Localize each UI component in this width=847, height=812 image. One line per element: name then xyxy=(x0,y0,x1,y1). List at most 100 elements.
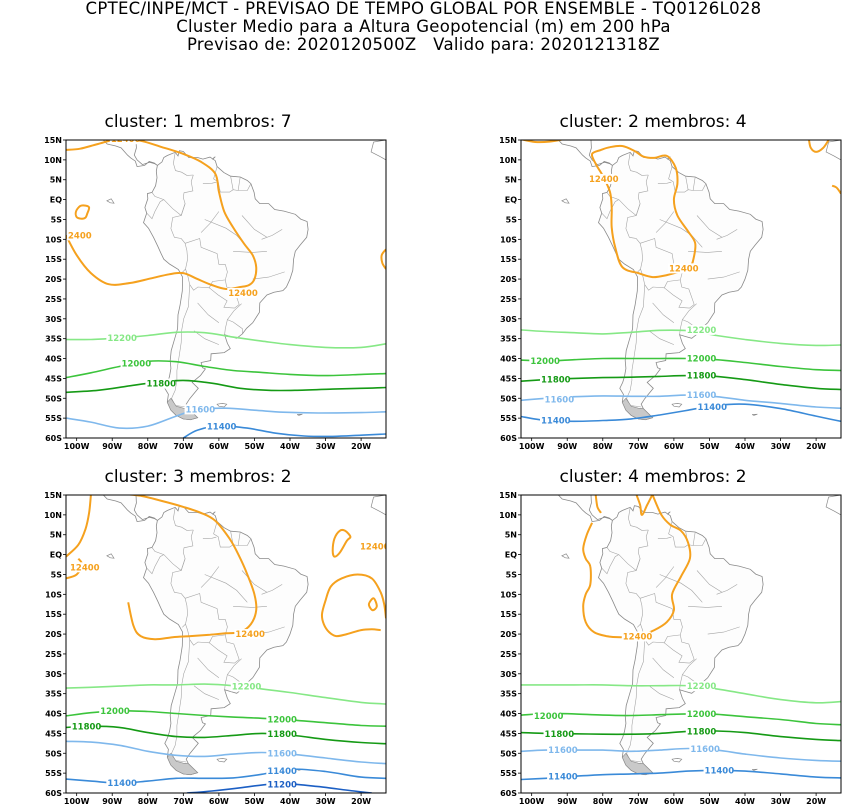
geopotential-map: 12400 12200 12000 12000 11800 11800 11600 11600… xyxy=(499,491,842,806)
contour-label-bg xyxy=(621,631,651,642)
contour-label: 11800 xyxy=(267,730,297,740)
latitude-tick-label: 35S xyxy=(500,335,517,344)
longitude-tick-label: 50W xyxy=(699,442,719,451)
contour-label-bg xyxy=(106,332,136,343)
country-border xyxy=(173,507,194,531)
longitude-tick-label: 50W xyxy=(244,442,264,451)
country-border xyxy=(601,199,619,220)
island-outline xyxy=(106,553,115,559)
country-border xyxy=(652,657,675,679)
longitude-tick-label: 80W xyxy=(593,442,613,451)
contour-label: 12200 xyxy=(687,326,717,336)
latitude-tick-label: 10S xyxy=(45,590,62,599)
longitude-tick-label: 80W xyxy=(593,797,613,806)
country-border xyxy=(200,566,220,588)
contour-label-bg xyxy=(532,710,562,721)
contour-label-bg xyxy=(205,421,235,432)
latitude-tick-label: 30S xyxy=(45,315,62,324)
contour-label: 11400 xyxy=(207,422,237,432)
country-border xyxy=(173,152,194,176)
latitude-tick-label: 5S xyxy=(506,570,518,579)
contour-label: 11800 xyxy=(687,727,717,737)
contour-label-bg xyxy=(540,374,569,385)
longitude-tick-label: 60W xyxy=(209,442,229,451)
latitude-tick-label: 45S xyxy=(500,374,517,383)
latitude-tick-label: 25S xyxy=(500,650,517,659)
country-border xyxy=(655,211,675,233)
longitude-tick-label: 30W xyxy=(316,797,336,806)
latitude-tick-label: 15N xyxy=(499,491,517,500)
contour-label: 12200 xyxy=(687,682,717,692)
longitude-tick-label: 70W xyxy=(628,442,648,451)
contour-12400 xyxy=(66,140,258,291)
contour-label: 12400 xyxy=(228,289,258,299)
contour-label-bg xyxy=(120,358,150,369)
map-layer: 12400 2400 12400 12200 12000 11800 11600 11400 xyxy=(66,135,386,438)
country-border xyxy=(241,215,268,238)
contour-label: 12400 xyxy=(589,175,619,185)
country-border xyxy=(151,529,194,572)
contour-label-bg xyxy=(685,353,715,364)
contour-label-bg xyxy=(685,726,715,737)
map-layer: 12400 12400 12200 12000 12000 11800 11800 11600… xyxy=(521,140,841,427)
contour-label-bg xyxy=(266,729,296,740)
island-outline xyxy=(296,413,303,416)
longitude-tick-label: 90W xyxy=(102,797,122,806)
country-border xyxy=(146,554,164,575)
country-border xyxy=(233,606,267,608)
latitude-tick-label: 25S xyxy=(45,295,62,304)
country-border xyxy=(659,219,703,248)
latitude-tick-label: 15S xyxy=(500,255,517,264)
country-border xyxy=(202,181,217,184)
country-border xyxy=(626,284,645,408)
geopotential-map: 1240024001240012200120001180011600114001… xyxy=(44,135,387,451)
latitude-tick-label: 15S xyxy=(45,610,62,619)
contour-label: 11600 xyxy=(690,745,720,755)
longitude-tick-label: 60W xyxy=(664,442,684,451)
header-dates-line: Previsao de: 2020120500Z Valido para: 20… xyxy=(186,35,661,54)
country-border xyxy=(233,251,267,253)
contour-label: 11800 xyxy=(72,723,102,733)
contour-label-bg xyxy=(69,562,98,573)
island-outline xyxy=(216,758,228,763)
country-border xyxy=(692,531,696,546)
contour-label-bg xyxy=(266,766,296,777)
contour-label: 12400 xyxy=(111,135,141,145)
country-border xyxy=(197,302,220,324)
latitude-tick-label: 5N xyxy=(50,176,62,185)
contour-12400 xyxy=(74,204,91,220)
island-outline xyxy=(751,413,758,416)
latitude-tick-label: 55S xyxy=(45,769,62,778)
latitude-tick-label: 10N xyxy=(499,511,517,520)
country-border xyxy=(213,166,252,193)
country-border xyxy=(659,574,703,603)
country-border xyxy=(657,181,672,184)
contour-12200 xyxy=(521,684,841,704)
contour-11400 xyxy=(182,425,386,438)
longitude-tick-label: 60W xyxy=(209,797,229,806)
contour-label: 11800 xyxy=(687,372,717,382)
longitude-tick-label: 20W xyxy=(351,797,371,806)
latitude-tick-label: 5N xyxy=(50,531,62,540)
latitude-tick-label: 35S xyxy=(500,690,517,699)
latitude-tick-label: 30S xyxy=(500,315,517,324)
longitude-tick-label: 70W xyxy=(173,442,193,451)
contour-label-bg xyxy=(547,745,577,756)
latitude-tick-label: 60S xyxy=(45,434,62,443)
country-border xyxy=(625,558,643,628)
contour-label: 2400 xyxy=(68,231,92,241)
contour-label: 11400 xyxy=(541,417,571,427)
longitude-tick-label: 40W xyxy=(735,797,755,806)
africa-coastline xyxy=(372,467,386,471)
contour-label-bg xyxy=(685,324,715,335)
contour-label: 11200 xyxy=(267,780,297,790)
longitude-tick-label: 20W xyxy=(806,797,826,806)
geopotential-map: 12400 12400 12400 12200 12000 12000 11800 11800… xyxy=(44,467,387,806)
africa-coastline xyxy=(825,140,841,161)
island-outline xyxy=(561,553,570,559)
country-border xyxy=(197,657,220,679)
contour-11400 xyxy=(521,403,841,423)
country-border xyxy=(679,674,683,690)
country-border xyxy=(716,584,738,595)
contour-label-bg xyxy=(540,415,569,426)
